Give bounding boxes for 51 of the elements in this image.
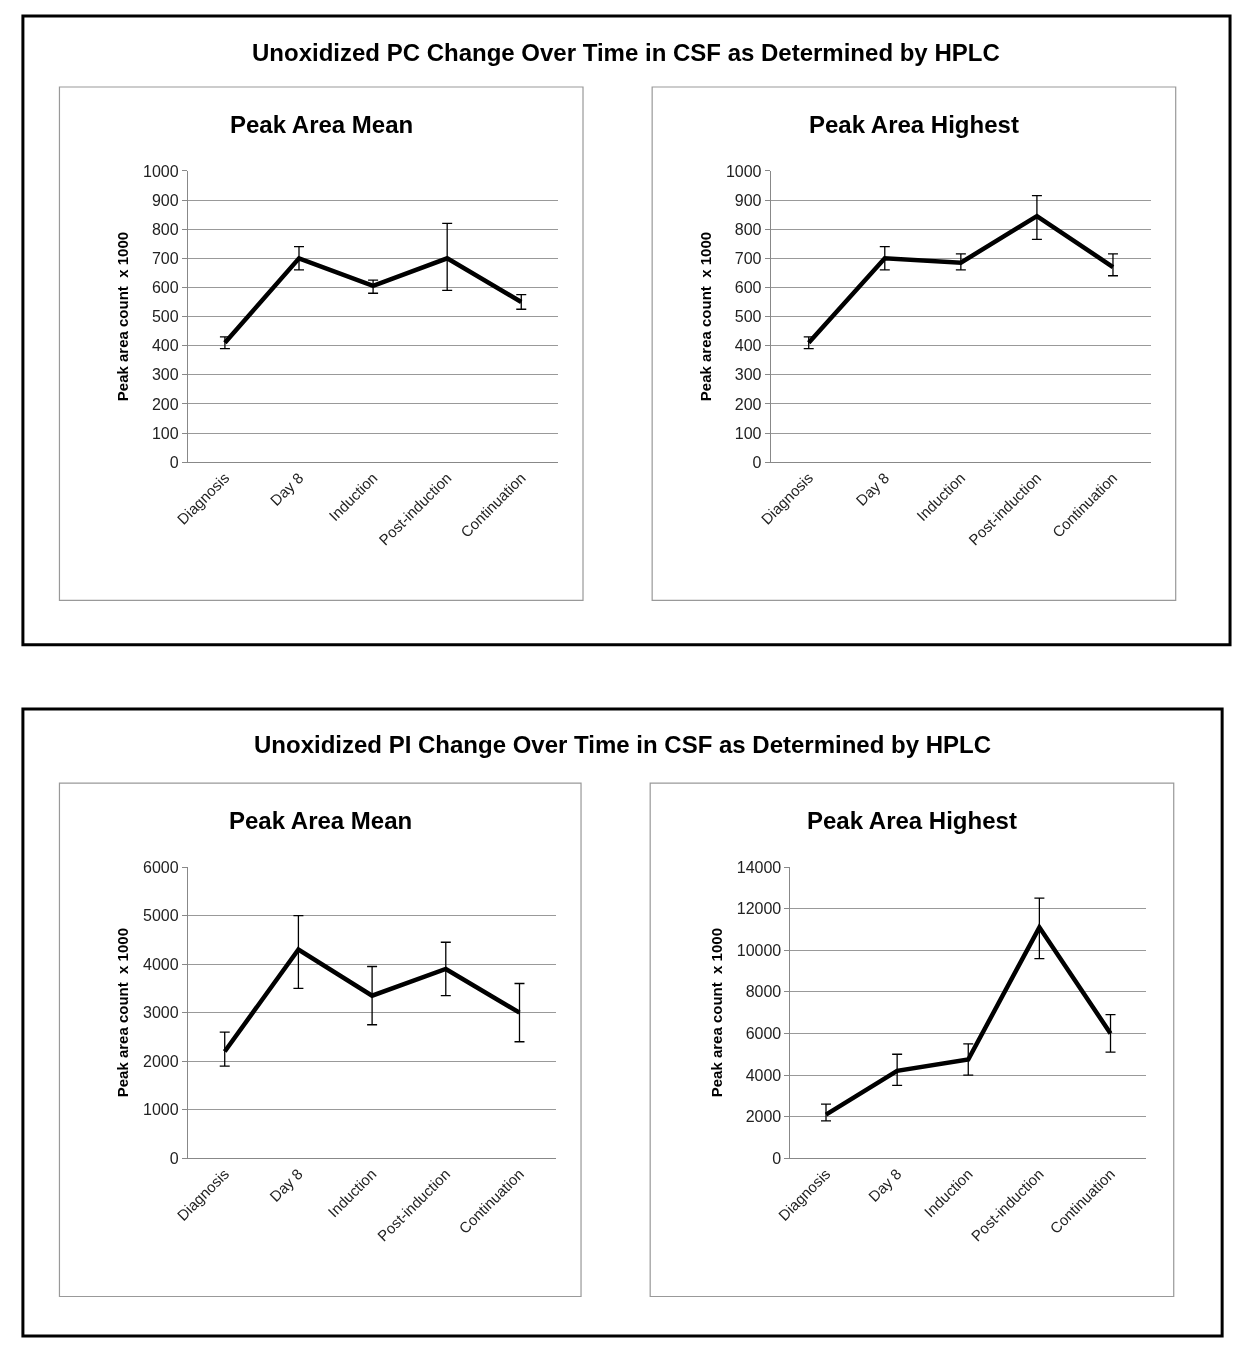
y-tick-label: 600: [734, 279, 762, 297]
y-tick-label: 8000: [745, 983, 782, 1001]
y-tick-label: 6000: [143, 858, 179, 876]
y-tick-label: 900: [151, 191, 179, 209]
y-tick-label: 12000: [736, 900, 782, 918]
text: Unoxidized PI Change Over Time in CSF as Determined by HPLC: [254, 731, 992, 758]
x-tick-label: Day 8: [266, 469, 307, 509]
y-tick-label: 0: [169, 453, 179, 471]
y-tick-label: 100: [151, 424, 179, 442]
chart-title: Peak Area Highest: [809, 111, 1019, 138]
y-tick-label: 1000: [725, 162, 762, 180]
chart-title: Peak Area Mean: [229, 807, 413, 834]
y-tick-label: 400: [151, 337, 179, 355]
y-tick-label: 500: [734, 308, 762, 326]
y-tick-label: 5000: [143, 907, 179, 925]
y-axis-title: Peak area count x 1000: [114, 231, 132, 402]
y-tick-label: 4000: [143, 955, 179, 973]
y-tick-label: 1000: [143, 1101, 179, 1119]
y-tick-label: 2000: [745, 1108, 782, 1126]
y-tick-label: 2000: [143, 1052, 179, 1070]
y-tick-label: 700: [734, 249, 762, 267]
y-tick-label: 600: [151, 279, 179, 297]
x-tick-label: Day 8: [864, 1165, 905, 1205]
y-tick-label: 500: [151, 308, 179, 326]
y-tick-label: 200: [734, 395, 762, 413]
y-tick-label: 1000: [143, 162, 179, 180]
y-tick-label: 0: [752, 453, 762, 471]
y-tick-label: 300: [151, 366, 179, 384]
y-tick-label: 900: [734, 191, 762, 209]
y-axis-title: Peak area count x 1000: [708, 928, 725, 1098]
chart-title: Peak Area Mean: [230, 111, 414, 138]
x-tick-label: Day 8: [852, 469, 893, 509]
y-tick-label: 0: [772, 1149, 782, 1167]
y-tick-label: 14000: [736, 858, 782, 876]
y-axis-title: Peak area count x 1000: [114, 928, 132, 1098]
y-tick-label: 800: [734, 220, 762, 238]
y-tick-label: 100: [734, 424, 762, 442]
y-tick-label: 200: [151, 395, 179, 413]
y-tick-label: 10000: [736, 941, 782, 959]
y-tick-label: 6000: [745, 1025, 782, 1043]
y-tick-label: 300: [734, 366, 762, 384]
y-tick-label: 0: [169, 1149, 179, 1167]
x-tick-label: Day 8: [266, 1165, 306, 1205]
text: Unoxidized PC Change Over Time in CSF as Determined by HPLC: [252, 39, 1000, 66]
y-tick-label: 400: [734, 337, 762, 355]
y-tick-label: 3000: [143, 1004, 179, 1022]
y-tick-label: 4000: [745, 1066, 782, 1084]
chart-title: Peak Area Highest: [807, 807, 1017, 834]
y-tick-label: 800: [151, 220, 179, 238]
y-axis-title: Peak area count x 1000: [697, 231, 715, 402]
y-tick-label: 700: [151, 249, 179, 267]
